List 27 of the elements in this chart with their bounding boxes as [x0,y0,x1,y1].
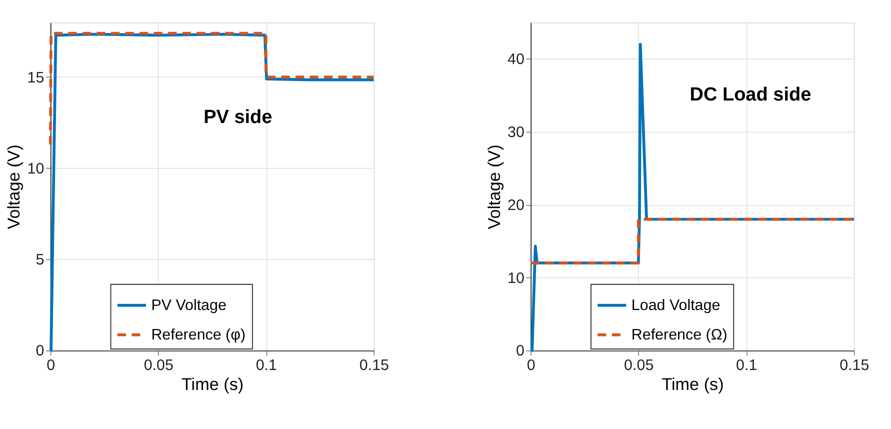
y-tick-label: 0 [36,342,44,360]
legend-label: Load Voltage [631,297,720,314]
x-tick-label: 0.15 [840,356,870,374]
x-tick-label: 0 [526,356,536,374]
annotation: DC Load side [690,84,812,106]
y-tick-label: 10 [508,270,524,287]
x-tick-label: 0.15 [359,356,389,374]
y-tick-label: 40 [508,51,524,68]
y-tick-label: 30 [508,124,524,141]
legend-label: Reference (Ω) [631,326,728,344]
x-axis-title: Time (s) [662,374,724,394]
y-tick-label: 15 [27,69,44,86]
y-axis-title: Voltage (V) [484,144,504,230]
x-axis-title: Time (s) [181,374,244,394]
legend-label: Reference (φ) [151,326,246,344]
annotation: PV side [204,107,272,128]
legend-label: PV Voltage [151,297,226,314]
x-tick-label: 0.05 [144,356,174,374]
x-tick-label: 0.1 [736,356,758,374]
y-tick-label: 5 [36,252,44,269]
x-tick-label: 0.1 [256,356,277,374]
y-axis-title: Voltage (V) [4,144,24,230]
y-tick-label: 20 [508,196,524,214]
x-tick-label: 0 [46,356,56,374]
y-tick-label: 10 [27,160,44,178]
y-tick-label: 0 [516,342,524,360]
x-tick-label: 0.05 [624,356,654,374]
